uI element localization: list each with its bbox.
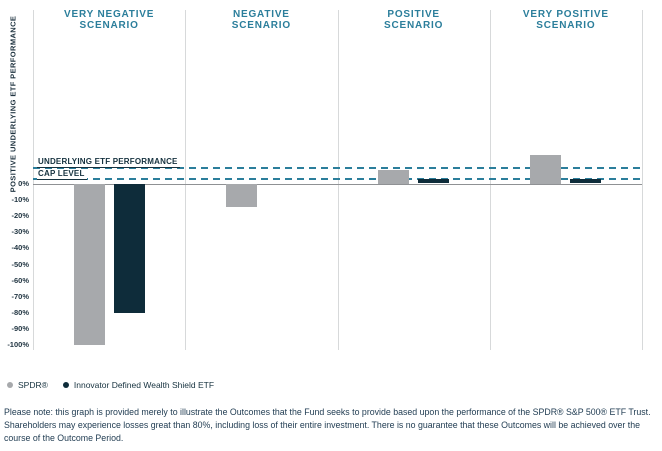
cap-annotation-line-1: UNDERLYING ETF PERFORMANCE <box>37 157 180 168</box>
y-tick-label: -10% <box>11 195 29 205</box>
zero-line <box>33 183 642 185</box>
divider-line <box>642 10 643 350</box>
cap-dashed-line <box>33 167 642 170</box>
bar <box>114 184 145 313</box>
y-tick-label: -100% <box>7 340 29 349</box>
bar <box>74 184 105 345</box>
bar <box>226 184 257 207</box>
y-tick-label: -60% <box>11 275 29 285</box>
scenario-header-line: SCENARIO <box>231 19 291 31</box>
y-tick-label: -30% <box>11 227 29 237</box>
y-tick-label: -40% <box>11 243 29 253</box>
y-tick-label: -70% <box>11 291 29 301</box>
scenario-header: VERY POSITIVE SCENARIO <box>486 9 646 31</box>
scenario-header: POSITIVE SCENARIO <box>334 9 494 31</box>
cap-dashed-line <box>33 178 642 181</box>
bar <box>570 179 601 183</box>
scenario-header: VERY NEGATIVE SCENARIO <box>29 9 189 31</box>
bar <box>378 170 409 184</box>
y-tick-label: -20% <box>11 211 29 221</box>
legend-label: Innovator Defined Wealth Shield ETF <box>73 380 215 390</box>
cap-annotation-line-2: CAP LEVEL <box>37 168 87 180</box>
scenario-header-line: SCENARIO <box>79 19 139 31</box>
footnote: Please note: this graph is provided mere… <box>4 407 651 444</box>
scenario-header-line: SCENARIO <box>536 19 596 31</box>
scenario-header-line: POSITIVE <box>387 9 440 20</box>
scenario-header-line: VERY NEGATIVE <box>64 9 155 20</box>
y-tick-label: 0% <box>18 179 29 188</box>
y-axis-label: POSITIVE UNDERLYING ETF PERFORMANCE <box>8 15 18 193</box>
legend-item: SPDR® <box>7 380 48 390</box>
legend: SPDR® Innovator Defined Wealth Shield ETF <box>7 380 229 390</box>
y-tick-label: -90% <box>11 323 29 333</box>
legend-label: SPDR® <box>18 380 48 390</box>
scenario-header: NEGATIVE SCENARIO <box>181 9 341 31</box>
legend-dot-icon <box>7 382 13 388</box>
scenario-header-line: NEGATIVE <box>232 9 290 20</box>
y-tick-label: -50% <box>11 259 29 269</box>
bar <box>418 179 449 183</box>
legend-dot-icon <box>62 382 69 388</box>
scenario-header-line: VERY POSITIVE <box>522 9 609 20</box>
scenario-header-line: SCENARIO <box>384 19 444 31</box>
legend-item: Innovator Defined Wealth Shield ETF <box>62 380 215 390</box>
y-tick-label: -80% <box>11 307 29 317</box>
bar <box>530 155 561 184</box>
